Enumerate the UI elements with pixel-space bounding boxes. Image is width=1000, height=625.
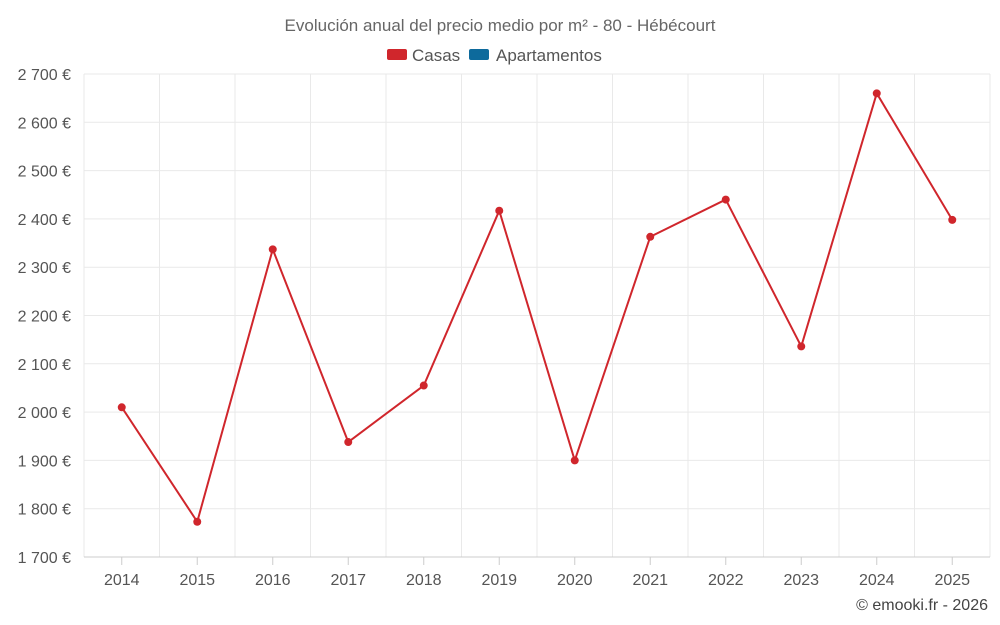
y-tick-label: 1 700 € <box>18 550 71 567</box>
y-tick-label: 2 500 € <box>18 164 71 181</box>
legend-swatch-apartamentos <box>469 49 489 60</box>
data-point[interactable] <box>948 215 957 224</box>
legend-item-casas[interactable]: Casas <box>387 46 460 65</box>
y-axis: 1 700 € 1 800 € 1 900 € 2 000 € 2 100 € 2 200… <box>18 67 71 567</box>
x-tick-label: 2021 <box>632 572 668 589</box>
x-tick-label: 2020 <box>557 572 593 589</box>
y-tick-label: 2 100 € <box>18 357 71 374</box>
series-layer <box>117 89 957 526</box>
x-tick-label: 2018 <box>406 572 442 589</box>
x-tick-label: 2025 <box>934 572 970 589</box>
series-line-casas <box>120 92 954 523</box>
legend-label-apartamentos: Apartamentos <box>496 46 602 65</box>
legend-label-casas: Casas <box>412 46 460 65</box>
x-tick-label: 2017 <box>330 572 366 589</box>
x-tick-label: 2016 <box>255 572 291 589</box>
data-point[interactable] <box>344 438 353 447</box>
x-axis: 2014 2015 2016 2017 2018 2019 2020 2021 2022 2023… <box>84 556 990 589</box>
data-point[interactable] <box>721 195 730 204</box>
legend: Casas Apartamentos <box>387 46 602 65</box>
y-tick-label: 1 800 € <box>18 502 71 519</box>
grid <box>83 73 991 558</box>
credit-text: © emooki.fr - 2026 <box>856 597 988 614</box>
x-tick-label: 2015 <box>179 572 215 589</box>
y-tick-label: 2 300 € <box>18 260 71 277</box>
data-point[interactable] <box>268 245 277 254</box>
x-tick-label: 2019 <box>481 572 517 589</box>
data-point[interactable] <box>797 342 806 351</box>
y-tick-label: 1 900 € <box>18 453 71 470</box>
chart-title: Evolución anual del precio medio por m² … <box>285 16 716 35</box>
y-tick-label: 2 700 € <box>18 67 71 84</box>
x-tick-label: 2014 <box>104 572 140 589</box>
y-tick-label: 2 000 € <box>18 405 71 422</box>
y-tick-label: 2 600 € <box>18 115 71 132</box>
data-point[interactable] <box>570 456 579 465</box>
data-point[interactable] <box>419 381 428 390</box>
legend-item-apartamentos[interactable]: Apartamentos <box>469 46 602 65</box>
x-tick-label: 2023 <box>783 572 819 589</box>
y-tick-label: 2 200 € <box>18 309 71 326</box>
x-tick-label: 2022 <box>708 572 744 589</box>
data-point[interactable] <box>117 403 126 412</box>
data-point[interactable] <box>872 89 881 98</box>
x-tick-label: 2024 <box>859 572 895 589</box>
y-tick-label: 2 400 € <box>18 212 71 229</box>
legend-swatch-casas <box>387 49 407 60</box>
data-point[interactable] <box>193 517 202 526</box>
data-point[interactable] <box>495 206 504 215</box>
data-point[interactable] <box>646 232 655 241</box>
